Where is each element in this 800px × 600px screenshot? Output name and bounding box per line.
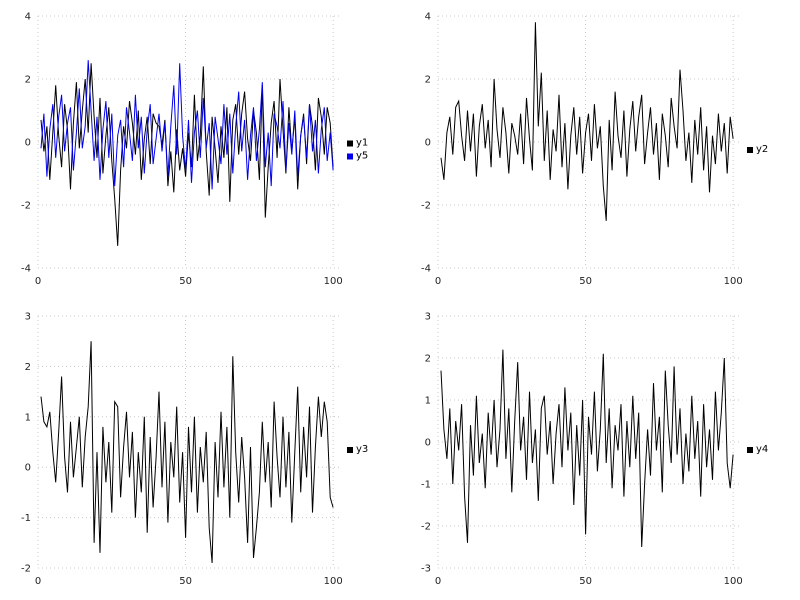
y-tick-label: 2: [25, 362, 31, 373]
x-tick-label: 50: [579, 576, 592, 587]
y-tick-label: 3: [425, 312, 431, 323]
y-tick-label: 2: [425, 75, 431, 86]
legend-item: y1: [347, 137, 369, 149]
y-tick-label: -1: [421, 480, 431, 491]
y-tick-label: 1: [25, 412, 31, 423]
y-tick-label: 0: [25, 138, 31, 149]
y-tick-label: -2: [21, 564, 31, 575]
series-line-y3: [40, 341, 334, 564]
legend: y4: [747, 445, 768, 455]
y-tick-label: 0: [425, 438, 431, 449]
plot-svg-y2: -4 -2 0 2 4 0 50 100: [421, 12, 743, 288]
y-tick-label: 4: [425, 12, 431, 23]
x-tick-label: 100: [324, 276, 343, 287]
legend-label: y1: [356, 137, 369, 149]
x-tick-label: 100: [724, 576, 743, 587]
x-tick-label: 0: [435, 276, 441, 287]
x-tick-label: 50: [179, 276, 192, 287]
legend-swatch-icon: [347, 447, 353, 453]
legend-swatch-icon: [747, 147, 753, 153]
y-tick-label: 0: [25, 463, 31, 474]
y-tick-label: 2: [25, 75, 31, 86]
y-tick-label: -2: [421, 201, 431, 212]
chart-panel-y4: -3 -2 -1 0 1 2 3 0 50 100 y4: [400, 300, 800, 600]
series-line-y5: [40, 60, 334, 190]
x-tick-label: 0: [35, 276, 41, 287]
series-line-y2: [440, 22, 734, 221]
x-tick-label: 50: [179, 576, 192, 587]
plot-svg-y4: -3 -2 -1 0 1 2 3 0 50 100: [421, 312, 743, 588]
y-tick-label: -1: [21, 513, 31, 524]
series-line-y1: [40, 63, 334, 246]
y-tick-label: 4: [25, 12, 31, 23]
y-tick-label: -4: [421, 264, 431, 275]
legend-label: y2: [756, 144, 769, 155]
legend-swatch-icon: [747, 447, 753, 453]
legend-label: y3: [356, 444, 369, 455]
legend-swatch-icon: [347, 140, 353, 147]
chart-panel-y3: -2 -1 0 1 2 3 0 50 100 y3: [0, 300, 400, 600]
x-tick-label: 50: [579, 276, 592, 287]
series-line-y4: [440, 349, 734, 548]
x-tick-label: 0: [35, 576, 41, 587]
y-tick-label: -4: [21, 264, 31, 275]
legend-item: y2: [747, 145, 768, 155]
legend: y2: [747, 145, 768, 155]
y-tick-label: 0: [425, 138, 431, 149]
y-tick-label: 1: [425, 396, 431, 407]
y-tick-label: 2: [425, 354, 431, 365]
legend-label: y4: [756, 444, 769, 455]
y-tick-label: -3: [421, 564, 431, 575]
y-tick-label: 3: [25, 312, 31, 323]
plot-svg-y3: -2 -1 0 1 2 3 0 50 100: [21, 312, 343, 588]
legend: y1 y5: [347, 137, 369, 162]
chart-panel-y2: -4 -2 0 2 4 0 50 100 y2: [400, 0, 800, 300]
x-tick-label: 100: [724, 276, 743, 287]
y-tick-label: -2: [21, 201, 31, 212]
chart-panel-y1-y5: -4 -2 0 2 4 0 50 100 y1 y5: [0, 0, 400, 300]
legend: y3: [347, 445, 368, 455]
x-tick-label: 100: [324, 576, 343, 587]
y-tick-label: -2: [421, 522, 431, 533]
legend-label: y5: [356, 150, 369, 162]
legend-swatch-icon: [347, 153, 353, 160]
x-tick-label: 0: [435, 576, 441, 587]
legend-item: y4: [747, 445, 768, 455]
plot-svg-y1-y5: -4 -2 0 2 4 0 50 100: [21, 12, 343, 288]
legend-item: y5: [347, 150, 369, 162]
legend-item: y3: [347, 445, 368, 455]
